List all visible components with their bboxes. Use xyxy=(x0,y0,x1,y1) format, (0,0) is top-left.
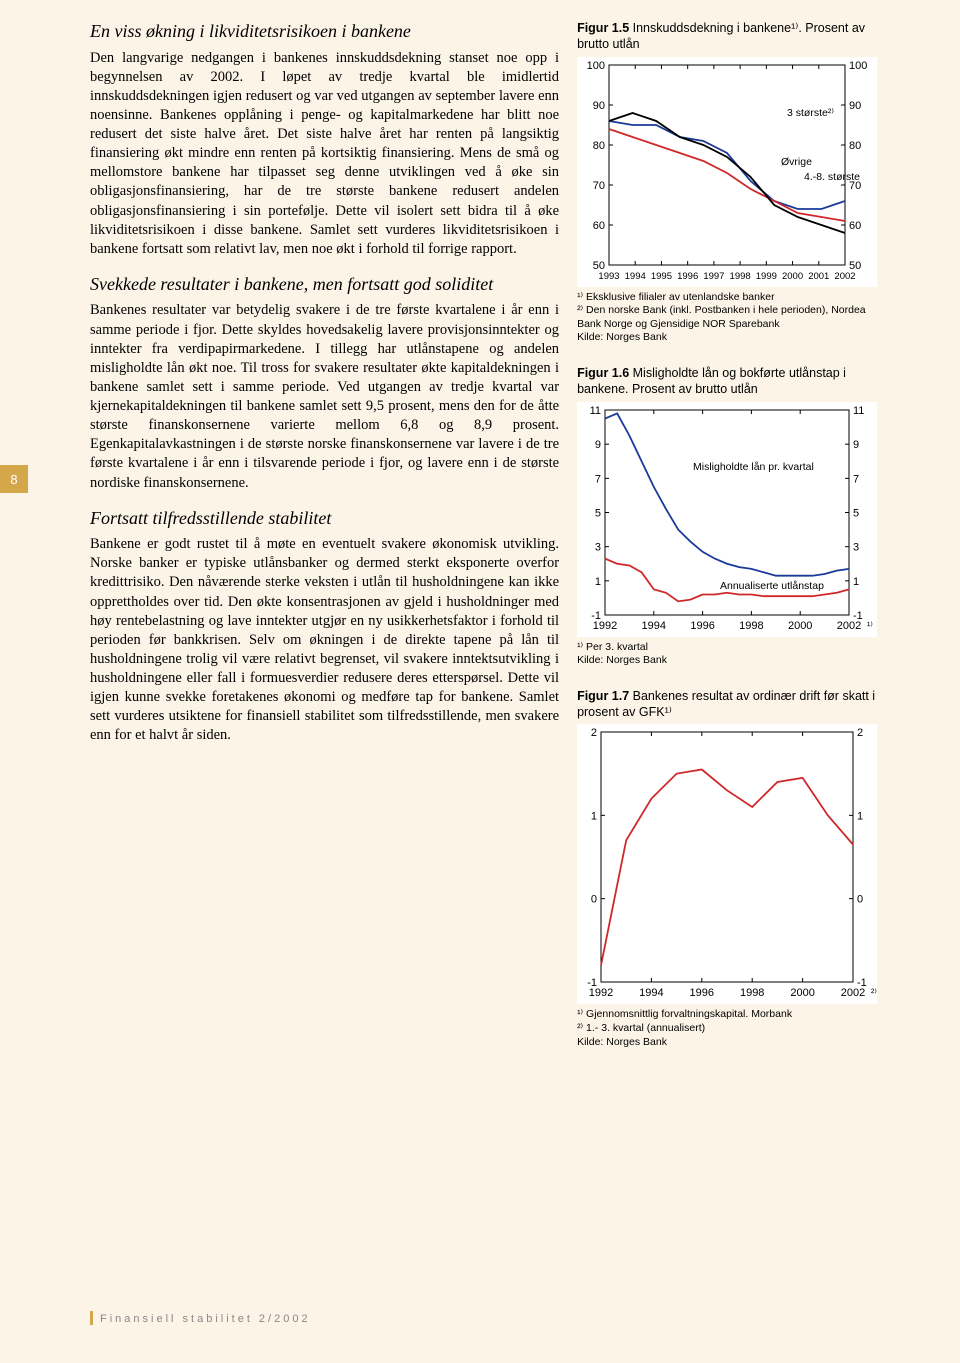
para-liquidity: Den langvarige nedgangen i bankenes inns… xyxy=(90,49,559,259)
svg-text:1999: 1999 xyxy=(756,271,777,282)
svg-text:11: 11 xyxy=(853,405,864,417)
figure-1-6-chart: -1-1113355779911111992199419961998200020… xyxy=(577,402,877,637)
svg-text:5: 5 xyxy=(595,507,601,519)
svg-text:0: 0 xyxy=(857,894,863,906)
svg-text:7: 7 xyxy=(853,473,859,485)
footer-rule xyxy=(90,1311,93,1325)
svg-text:1998: 1998 xyxy=(739,620,763,632)
para-results: Bankenes resultater var betydelig svaker… xyxy=(90,301,559,492)
svg-text:²⁾: ²⁾ xyxy=(871,988,877,999)
svg-text:9: 9 xyxy=(853,439,859,451)
svg-text:1: 1 xyxy=(857,811,863,823)
svg-text:Annualiserte utlånstap: Annualiserte utlånstap xyxy=(720,580,824,592)
svg-text:1998: 1998 xyxy=(740,987,764,999)
svg-text:2: 2 xyxy=(591,727,597,739)
figure-1-5-chart: 5050606070708080909010010019931994199519… xyxy=(577,57,877,287)
heading-results: Svekkede resultater i bankene, men forts… xyxy=(90,273,559,296)
svg-text:Misligholdte lån pr. kvartal: Misligholdte lån pr. kvartal xyxy=(693,461,814,473)
svg-text:70: 70 xyxy=(593,180,605,192)
figure-1-6-footnote: ¹⁾ Per 3. kvartalKilde: Norges Bank xyxy=(577,641,880,668)
footer-text: Finansiell stabilitet 2/2002 xyxy=(100,1313,311,1325)
figure-1-6-title: Figur 1.6 Misligholdte lån og bokførte u… xyxy=(577,365,880,398)
svg-text:1997: 1997 xyxy=(703,271,724,282)
svg-text:1993: 1993 xyxy=(598,271,619,282)
figure-1-7-chart: -1-1001122199219941996199820002002²⁾ xyxy=(577,724,877,1004)
svg-text:1: 1 xyxy=(591,811,597,823)
svg-text:1992: 1992 xyxy=(589,987,613,999)
right-column: Figur 1.5 Innskuddsdekning i bankene¹⁾. … xyxy=(577,20,880,1069)
svg-text:3 største²⁾: 3 største²⁾ xyxy=(787,107,834,119)
figure-1-5-footnote: ¹⁾ Eksklusive filialer av utenlandske ba… xyxy=(577,291,880,346)
svg-text:80: 80 xyxy=(593,140,605,152)
svg-text:5: 5 xyxy=(853,507,859,519)
svg-text:2002: 2002 xyxy=(841,987,865,999)
page-number-tab: 8 xyxy=(0,465,28,493)
svg-text:Øvrige: Øvrige xyxy=(781,156,812,168)
svg-text:9: 9 xyxy=(595,439,601,451)
svg-text:0: 0 xyxy=(591,894,597,906)
svg-text:1994: 1994 xyxy=(639,987,663,999)
svg-text:1992: 1992 xyxy=(593,620,617,632)
svg-text:60: 60 xyxy=(849,220,861,232)
svg-text:3: 3 xyxy=(595,541,601,553)
svg-text:2000: 2000 xyxy=(782,271,803,282)
svg-text:1998: 1998 xyxy=(730,271,751,282)
svg-text:2002: 2002 xyxy=(834,271,855,282)
figure-1-7-footnote: ¹⁾ Gjennomsnittlig forvaltningskapital. … xyxy=(577,1008,880,1049)
svg-text:1996: 1996 xyxy=(690,987,714,999)
svg-text:2000: 2000 xyxy=(788,620,812,632)
content-area: En viss økning i likviditetsrisikoen i b… xyxy=(90,20,880,1069)
svg-text:1: 1 xyxy=(595,575,601,587)
svg-text:100: 100 xyxy=(849,60,867,72)
heading-liquidity: En viss økning i likviditetsrisikoen i b… xyxy=(90,20,559,43)
para-stability: Bankene er godt rustet til å møte en eve… xyxy=(90,535,559,745)
svg-text:11: 11 xyxy=(590,405,601,417)
svg-text:60: 60 xyxy=(593,220,605,232)
svg-text:3: 3 xyxy=(853,541,859,553)
svg-text:2001: 2001 xyxy=(808,271,829,282)
svg-text:100: 100 xyxy=(587,60,605,72)
figure-1-5-title: Figur 1.5 Innskuddsdekning i bankene¹⁾. … xyxy=(577,20,880,53)
svg-text:1996: 1996 xyxy=(677,271,698,282)
svg-text:¹⁾: ¹⁾ xyxy=(867,621,873,632)
svg-text:1994: 1994 xyxy=(642,620,666,632)
figure-1-7-title: Figur 1.7 Bankenes resultat av ordinær d… xyxy=(577,688,880,721)
svg-text:1996: 1996 xyxy=(690,620,714,632)
svg-text:1995: 1995 xyxy=(651,271,672,282)
svg-text:90: 90 xyxy=(593,100,605,112)
svg-text:1994: 1994 xyxy=(625,271,646,282)
svg-text:4.-8. største: 4.-8. største xyxy=(804,171,860,183)
heading-stability: Fortsatt tilfredsstillende stabilitet xyxy=(90,507,559,530)
left-column: En viss økning i likviditetsrisikoen i b… xyxy=(90,20,559,1069)
figure-1-5: Figur 1.5 Innskuddsdekning i bankene¹⁾. … xyxy=(577,20,880,345)
figure-1-6: Figur 1.6 Misligholdte lån og bokførte u… xyxy=(577,365,880,668)
svg-text:2002: 2002 xyxy=(837,620,861,632)
svg-text:1: 1 xyxy=(853,575,859,587)
svg-text:2000: 2000 xyxy=(790,987,814,999)
svg-text:2: 2 xyxy=(857,727,863,739)
svg-text:80: 80 xyxy=(849,140,861,152)
svg-text:90: 90 xyxy=(849,100,861,112)
svg-text:7: 7 xyxy=(595,473,601,485)
figure-1-7: Figur 1.7 Bankenes resultat av ordinær d… xyxy=(577,688,880,1049)
